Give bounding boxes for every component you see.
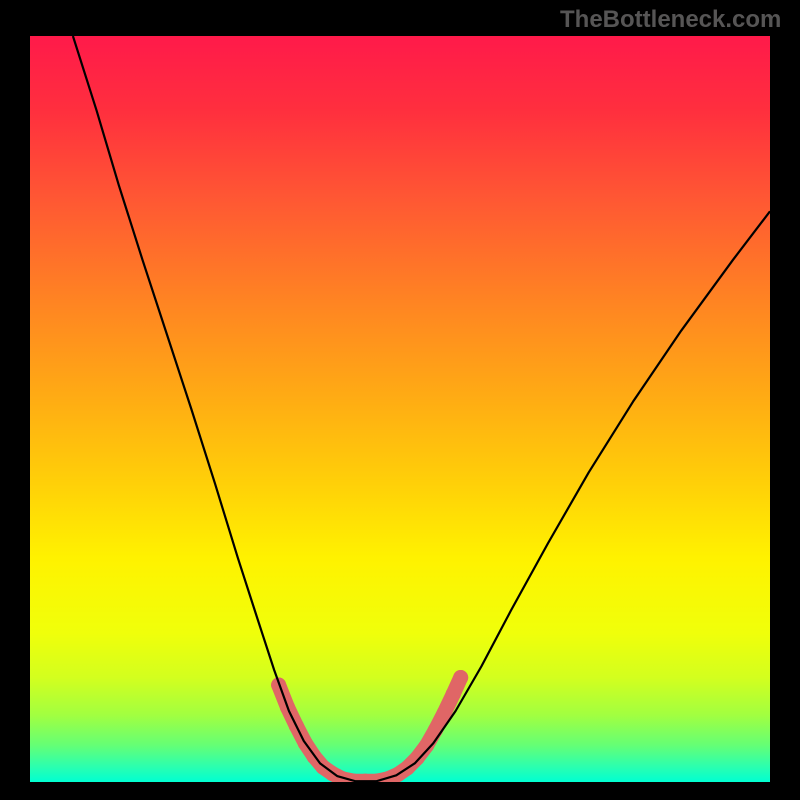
gradient-background	[30, 36, 770, 782]
watermark-text: TheBottleneck.com	[560, 6, 781, 34]
chart-svg	[30, 36, 770, 782]
bottleneck-chart	[30, 36, 770, 782]
